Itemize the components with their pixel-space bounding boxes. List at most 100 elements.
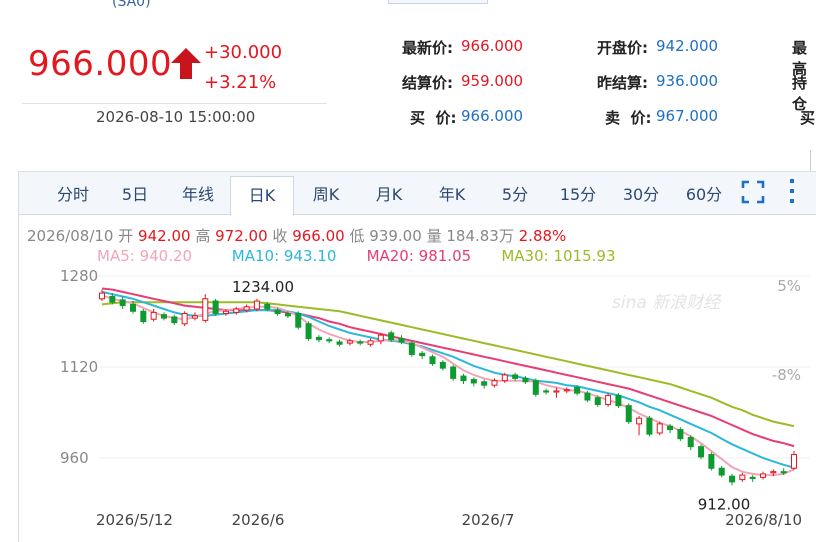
fullscreen-icon[interactable] [741, 180, 765, 204]
candle [553, 387, 560, 398]
sell-price-label: 卖 价: [605, 109, 652, 127]
info-date: 2026/08/10 [27, 227, 114, 245]
candle [543, 388, 550, 395]
y-tick-label: 960 [60, 449, 89, 467]
tab-15min[interactable]: 15分 [559, 185, 597, 204]
info-close-label: 收 [272, 227, 288, 245]
candle-body [791, 454, 797, 469]
ma10-line [101, 290, 795, 469]
candle-body [408, 342, 415, 355]
candle-body [150, 311, 157, 320]
tab-30min[interactable]: 30分 [622, 185, 660, 204]
candle [357, 339, 364, 346]
candle [212, 298, 219, 316]
candle [264, 302, 271, 312]
top-search-box[interactable] [388, 0, 488, 4]
tab-5day[interactable]: 5日 [121, 185, 149, 204]
candle [253, 298, 260, 312]
x-tick-label: 2026/5/12 [96, 511, 173, 529]
candle-body [470, 379, 477, 384]
latest-price-value: 966.000 [461, 37, 524, 55]
candle [160, 312, 167, 321]
candle-body [739, 474, 746, 481]
tab-daily-k[interactable]: 日K [230, 176, 294, 216]
x-tick-label: 2026/8/10 [725, 511, 802, 529]
candle [656, 421, 663, 436]
candle-body [646, 417, 653, 435]
candle-body [594, 397, 601, 406]
candle-body [264, 303, 271, 310]
latest-price-label: 最新价: [402, 39, 453, 57]
candle-body [491, 380, 498, 386]
candle-body [160, 314, 167, 319]
percent-tick-label: 5% [777, 277, 801, 295]
candle [129, 301, 136, 314]
candle-body [253, 300, 260, 310]
settle-price-label: 结算价: [402, 74, 453, 92]
kline-chart[interactable]: 1280 1120 960 5% -8% 2026/5/12 2026/6 2026/7 202… [0, 260, 816, 529]
percent-tick-label: -8% [772, 366, 801, 384]
candle [150, 308, 157, 322]
candle [708, 452, 715, 471]
candle-body [233, 308, 240, 313]
candle [274, 307, 281, 316]
divider [810, 150, 811, 180]
candle-body [222, 310, 229, 315]
candle-body [109, 295, 116, 303]
candle [698, 444, 705, 460]
candle-body [191, 315, 198, 319]
candle [419, 351, 426, 360]
candle [780, 468, 787, 476]
candle [171, 314, 178, 325]
candle-body [708, 454, 715, 469]
candle [429, 354, 436, 366]
candle [326, 337, 333, 344]
candle-body [388, 332, 395, 341]
y-tick-label: 1280 [60, 267, 98, 285]
tab-5min[interactable]: 5分 [501, 185, 529, 204]
candle-body [119, 299, 126, 307]
candle-body [749, 476, 756, 479]
candle-body [780, 471, 787, 474]
candle [646, 415, 653, 437]
tab-yearly-k[interactable]: 年K [438, 185, 466, 204]
candle-body [543, 390, 550, 393]
candle-body [181, 313, 188, 325]
candle-body [439, 361, 446, 369]
instrument-code: (SA0) [112, 0, 151, 10]
tab-year-line[interactable]: 年线 [181, 185, 214, 204]
more-options-icon[interactable] [786, 178, 798, 204]
last-price: 966.000 [28, 44, 173, 84]
info-volume-label: 量 [426, 227, 442, 245]
candle-body [481, 381, 488, 386]
candle [388, 330, 395, 342]
candle-body [326, 339, 333, 342]
quote-timestamp: 2026-08-10 15:00:00 [96, 108, 256, 126]
info-percent: 2.88% [518, 227, 567, 245]
candle [729, 473, 736, 486]
candle-body [171, 316, 178, 324]
candle [202, 294, 209, 323]
candle-body [419, 352, 426, 357]
tab-monthly-k[interactable]: 月K [375, 185, 403, 204]
open-interest-label: 持仓 [792, 74, 808, 113]
info-low: 939.00 [369, 227, 422, 245]
candle [667, 423, 674, 433]
candle [760, 471, 767, 480]
candle-body [698, 446, 705, 458]
tab-60min[interactable]: 60分 [685, 185, 723, 204]
candle [346, 338, 353, 346]
tab-weekly-k[interactable]: 周K [312, 185, 340, 204]
info-open-label: 开 [118, 227, 134, 245]
candle-body [305, 323, 312, 340]
tab-intraday[interactable]: 分时 [56, 185, 89, 204]
settle-price-value: 959.000 [461, 72, 524, 90]
candle [718, 465, 725, 478]
period-tab-bar [19, 172, 816, 215]
candle [512, 372, 519, 381]
info-low-label: 低 [349, 227, 365, 245]
candle [284, 311, 291, 319]
candle [377, 332, 384, 345]
candle-body [501, 374, 508, 382]
legend-ma20: MA20: 981.05 [366, 247, 472, 265]
